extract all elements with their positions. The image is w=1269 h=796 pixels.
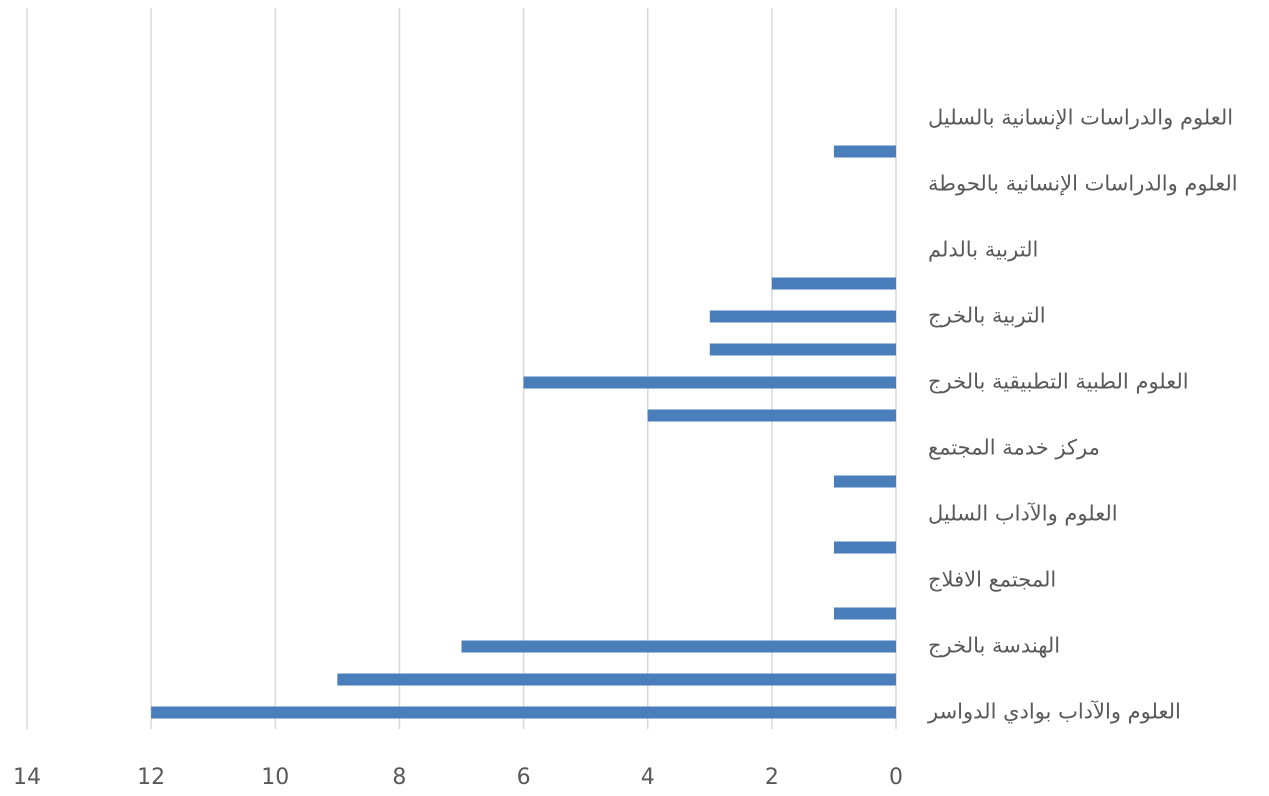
bar <box>833 541 896 554</box>
y-tick-label: العلوم والآداب بوادي الدواسر <box>927 700 1181 724</box>
bar <box>771 277 896 290</box>
y-tick-label: التربية بالخرج <box>928 304 1046 329</box>
bar <box>833 145 896 158</box>
x-tick-label: 12 <box>137 765 165 790</box>
y-tick-label: العلوم والدراسات الإنسانية بالحوطة <box>928 172 1238 196</box>
y-tick-label: العلوم الطبية التطبيقية بالخرج <box>928 370 1189 395</box>
bar <box>833 607 896 620</box>
x-tick-label: 14 <box>13 765 41 790</box>
bar <box>833 475 896 488</box>
y-tick-label: العلوم والآداب السليل <box>928 502 1118 526</box>
y-tick-label: الهندسة بالخرج <box>928 634 1060 659</box>
y-tick-label: مركز خدمة المجتمع <box>928 436 1100 460</box>
bar <box>709 343 896 356</box>
x-tick-label: 8 <box>392 765 406 790</box>
bar <box>647 409 896 422</box>
y-tick-label: التربية بالدلم <box>928 238 1038 263</box>
y-tick-label: المجتمع الافلاج <box>928 568 1056 593</box>
x-tick-label: 0 <box>889 765 903 790</box>
y-tick-label: العلوم والدراسات الإنسانية بالسليل <box>928 106 1233 130</box>
bar <box>523 376 896 389</box>
bar <box>151 706 897 719</box>
bar <box>461 640 896 653</box>
bar <box>337 673 896 686</box>
x-tick-label: 2 <box>765 765 779 790</box>
x-tick-label: 4 <box>641 765 655 790</box>
x-tick-label: 10 <box>261 765 289 790</box>
bar <box>709 310 896 323</box>
x-tick-label: 6 <box>517 765 531 790</box>
